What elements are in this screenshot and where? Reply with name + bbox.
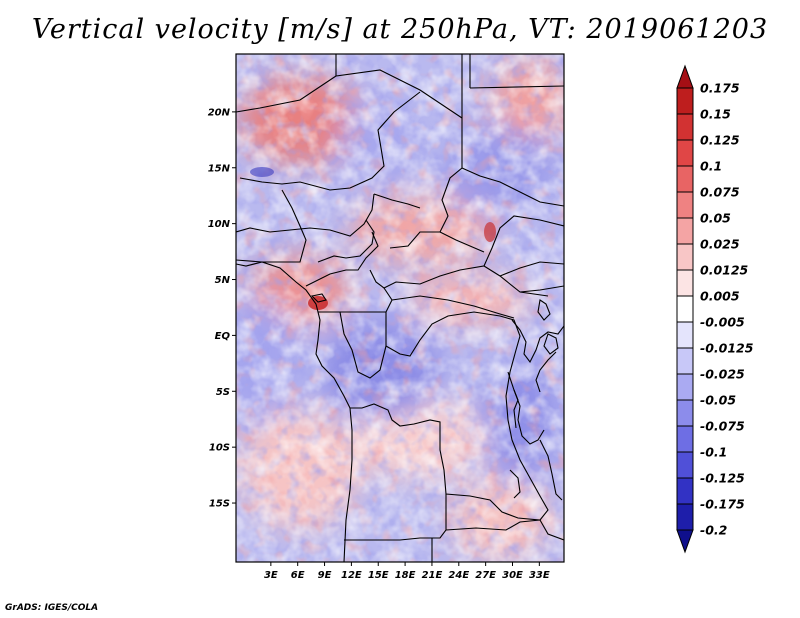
colorbar-bin bbox=[677, 114, 693, 140]
lat-tick-label: 10S bbox=[209, 443, 230, 454]
colorbar-label: -0.005 bbox=[700, 315, 745, 330]
lon-tick-label: 3E bbox=[264, 570, 278, 581]
colorbar-bin bbox=[677, 452, 693, 478]
latitude-axis: 20N 15N 10N 5N EQ 5S 10S 15S bbox=[208, 107, 236, 509]
colorbar-label: 0.075 bbox=[700, 185, 740, 200]
lon-tick-label: 12E bbox=[341, 570, 362, 581]
lon-tick-label: 9E bbox=[318, 570, 332, 581]
lat-tick-label: 5S bbox=[216, 387, 230, 398]
colorbar-bin bbox=[677, 426, 693, 452]
colorbar-label: 0.1 bbox=[700, 159, 722, 174]
velocity-field bbox=[220, 54, 570, 562]
colorbar-bin bbox=[677, 192, 693, 218]
colorbar-bin bbox=[677, 504, 693, 530]
lon-tick-label: 6E bbox=[291, 570, 305, 581]
longitude-axis: 3E 6E 9E 12E 15E 18E 21E 24E 27E 30E 33E bbox=[264, 562, 550, 581]
colorbar-label: -0.0125 bbox=[700, 341, 754, 356]
colorbar-label: 0.05 bbox=[700, 211, 731, 226]
colorbar-label: 0.125 bbox=[700, 133, 740, 148]
lat-tick-label: 10N bbox=[208, 219, 231, 230]
colorbar-label: -0.1 bbox=[700, 445, 727, 460]
colorbar-label: -0.2 bbox=[700, 523, 727, 538]
lat-tick-label: 5N bbox=[215, 275, 231, 286]
colorbar-bin bbox=[677, 478, 693, 504]
lon-tick-label: 30E bbox=[502, 570, 523, 581]
colorbar-bin bbox=[677, 348, 693, 374]
lon-tick-label: 15E bbox=[368, 570, 389, 581]
colorbar-bin bbox=[677, 244, 693, 270]
colorbar-bin bbox=[677, 322, 693, 348]
colorbar: 0.175 0.15 0.125 0.1 0.075 0.05 0.025 0.0125 0.0… bbox=[677, 66, 754, 552]
colorbar-label: 0.0125 bbox=[700, 263, 749, 278]
lon-tick-label: 27E bbox=[475, 570, 496, 581]
colorbar-bin bbox=[677, 166, 693, 192]
colorbar-label: 0.005 bbox=[700, 289, 740, 304]
colorbar-bin bbox=[677, 530, 693, 552]
lon-tick-label: 33E bbox=[529, 570, 550, 581]
colorbar-label: 0.025 bbox=[700, 237, 740, 252]
colorbar-label: 0.15 bbox=[700, 107, 731, 122]
colorbar-bin bbox=[677, 270, 693, 296]
map-figure: 20N 15N 10N 5N EQ 5S 10S 15S 3E 6E 9E 12E 15E 18E 21E… bbox=[0, 0, 800, 618]
colorbar-bin bbox=[677, 374, 693, 400]
colorbar-label: -0.025 bbox=[700, 367, 745, 382]
colorbar-label: 0.175 bbox=[700, 81, 740, 96]
lat-tick-label: 15N bbox=[208, 163, 231, 174]
footer-credit: GrADS: IGES/COLA bbox=[5, 603, 98, 613]
colorbar-bin bbox=[677, 88, 693, 114]
lat-tick-label: EQ bbox=[215, 331, 231, 342]
colorbar-bin bbox=[677, 296, 693, 322]
colorbar-bin bbox=[677, 400, 693, 426]
colorbar-label: -0.125 bbox=[700, 471, 745, 486]
lon-tick-label: 18E bbox=[395, 570, 416, 581]
colorbar-bin bbox=[677, 66, 693, 88]
lat-tick-label: 20N bbox=[208, 107, 231, 118]
colorbar-bin bbox=[677, 218, 693, 244]
lon-tick-label: 21E bbox=[422, 570, 443, 581]
colorbar-label: -0.05 bbox=[700, 393, 736, 408]
lat-tick-label: 15S bbox=[209, 499, 230, 510]
colorbar-bin bbox=[677, 140, 693, 166]
lon-tick-label: 24E bbox=[448, 570, 469, 581]
colorbar-label: -0.175 bbox=[700, 497, 745, 512]
colorbar-label: -0.075 bbox=[700, 419, 745, 434]
